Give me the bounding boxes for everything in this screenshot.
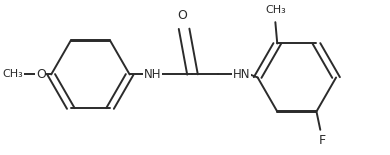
- Text: F: F: [319, 134, 326, 147]
- Text: HN: HN: [233, 68, 250, 81]
- Text: O: O: [36, 68, 46, 81]
- Text: CH₃: CH₃: [3, 69, 23, 80]
- Text: O: O: [177, 9, 187, 22]
- Text: NH: NH: [144, 68, 161, 81]
- Text: CH₃: CH₃: [265, 5, 286, 15]
